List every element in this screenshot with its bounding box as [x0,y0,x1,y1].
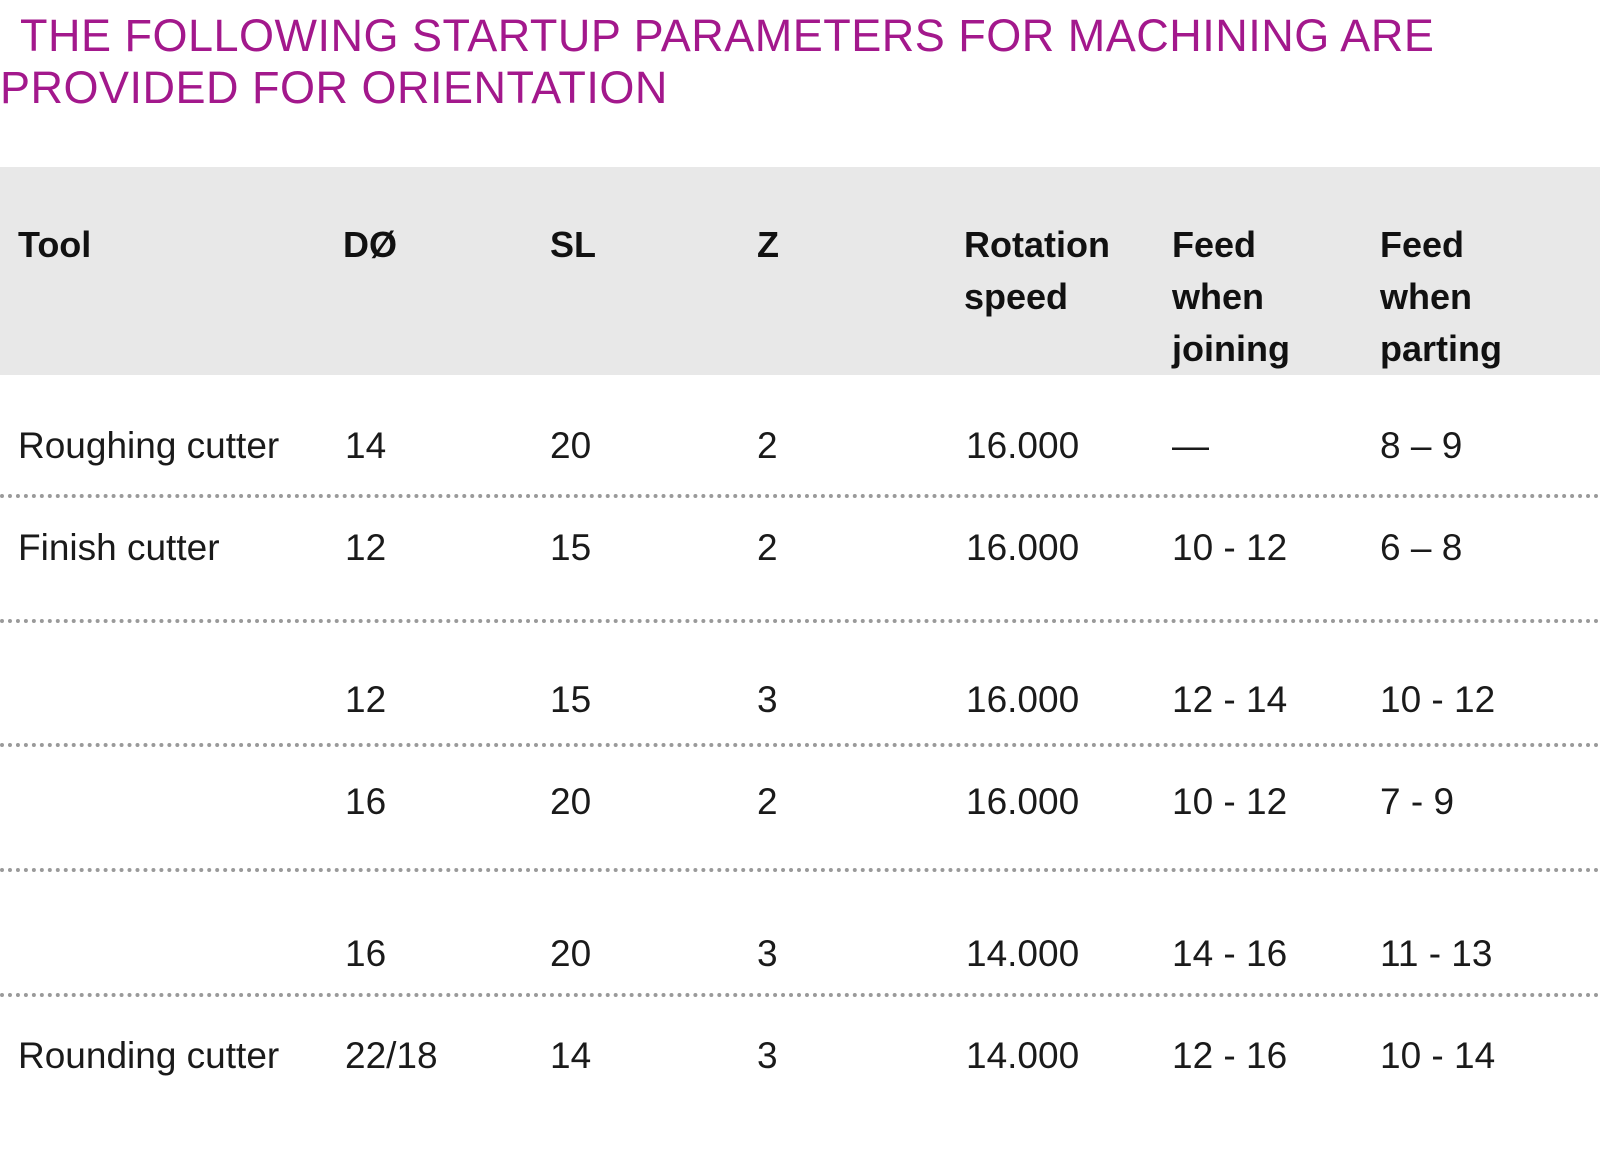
header-diameter: DØ [343,224,397,265]
header-tool: Tool [18,224,92,265]
cell-z: 2 [757,527,778,568]
cell-feed-joining: — [1172,425,1209,466]
row-divider [0,868,1600,872]
cell-rotation-speed: 14.000 [966,1035,1080,1076]
row-divider [0,993,1600,997]
cell-z: 2 [757,781,778,822]
cell-z: 3 [757,1035,778,1076]
cell-z: 3 [757,679,778,720]
cell-rotation-speed: 16.000 [966,425,1080,466]
cell-rotation-speed: 16.000 [966,781,1080,822]
cell-rotation-speed: 14.000 [966,933,1080,974]
cell-feed-parting: 7 - 9 [1380,781,1455,822]
cell-rotation-speed: 16.000 [966,527,1080,568]
cell-diameter: 14 [345,425,387,466]
page-title-line-1: THE FOLLOWING STARTUP PARAMETERS FOR MAC… [20,10,1435,61]
cell-sl: 14 [550,1035,592,1076]
row-divider [0,619,1600,623]
parameters-table: Tool DØ SL Z Rotation speed Feed when jo… [0,167,1600,375]
cell-feed-parting: 10 - 14 [1380,1035,1496,1076]
table-header: Tool DØ SL Z Rotation speed Feed when jo… [0,167,1600,375]
cell-feed-joining: 10 - 12 [1172,527,1288,568]
cell-diameter: 16 [345,781,387,822]
cell-z: 2 [757,425,778,466]
header-sl: SL [550,224,597,265]
cell-feed-parting: 11 - 13 [1380,933,1493,974]
cell-tool: Rounding cutter [18,1035,280,1076]
cell-diameter: 12 [345,679,387,720]
page-title-line-2: PROVIDED FOR ORIENTATION [0,62,668,113]
row-divider [0,494,1600,498]
cell-tool: Roughing cutter [18,425,280,466]
cell-tool: Finish cutter [18,527,220,568]
cell-sl: 15 [550,679,592,720]
cell-diameter: 16 [345,933,387,974]
cell-rotation-speed: 16.000 [966,679,1080,720]
cell-feed-parting: 6 – 8 [1380,527,1463,568]
cell-diameter: 12 [345,527,387,568]
cell-feed-parting: 10 - 12 [1380,679,1496,720]
cell-feed-joining: 10 - 12 [1172,781,1288,822]
header-rotation-speed: Rotation speed [964,224,1110,317]
header-z: Z [757,224,779,265]
cell-feed-joining: 12 - 16 [1172,1035,1288,1076]
cell-feed-joining: 14 - 16 [1172,933,1288,974]
cell-sl: 20 [550,781,592,822]
cell-feed-joining: 12 - 14 [1172,679,1288,720]
cell-z: 3 [757,933,778,974]
cell-diameter: 22/18 [345,1035,438,1076]
cell-sl: 15 [550,527,592,568]
header-feed-parting: Feed when parting [1380,224,1502,369]
cell-feed-parting: 8 – 9 [1380,425,1463,466]
cell-sl: 20 [550,933,592,974]
page-title: THE FOLLOWING STARTUP PARAMETERS FOR MAC… [0,10,1560,114]
header-feed-joining: Feed when joining [1172,224,1290,369]
row-divider [0,743,1600,747]
cell-sl: 20 [550,425,592,466]
